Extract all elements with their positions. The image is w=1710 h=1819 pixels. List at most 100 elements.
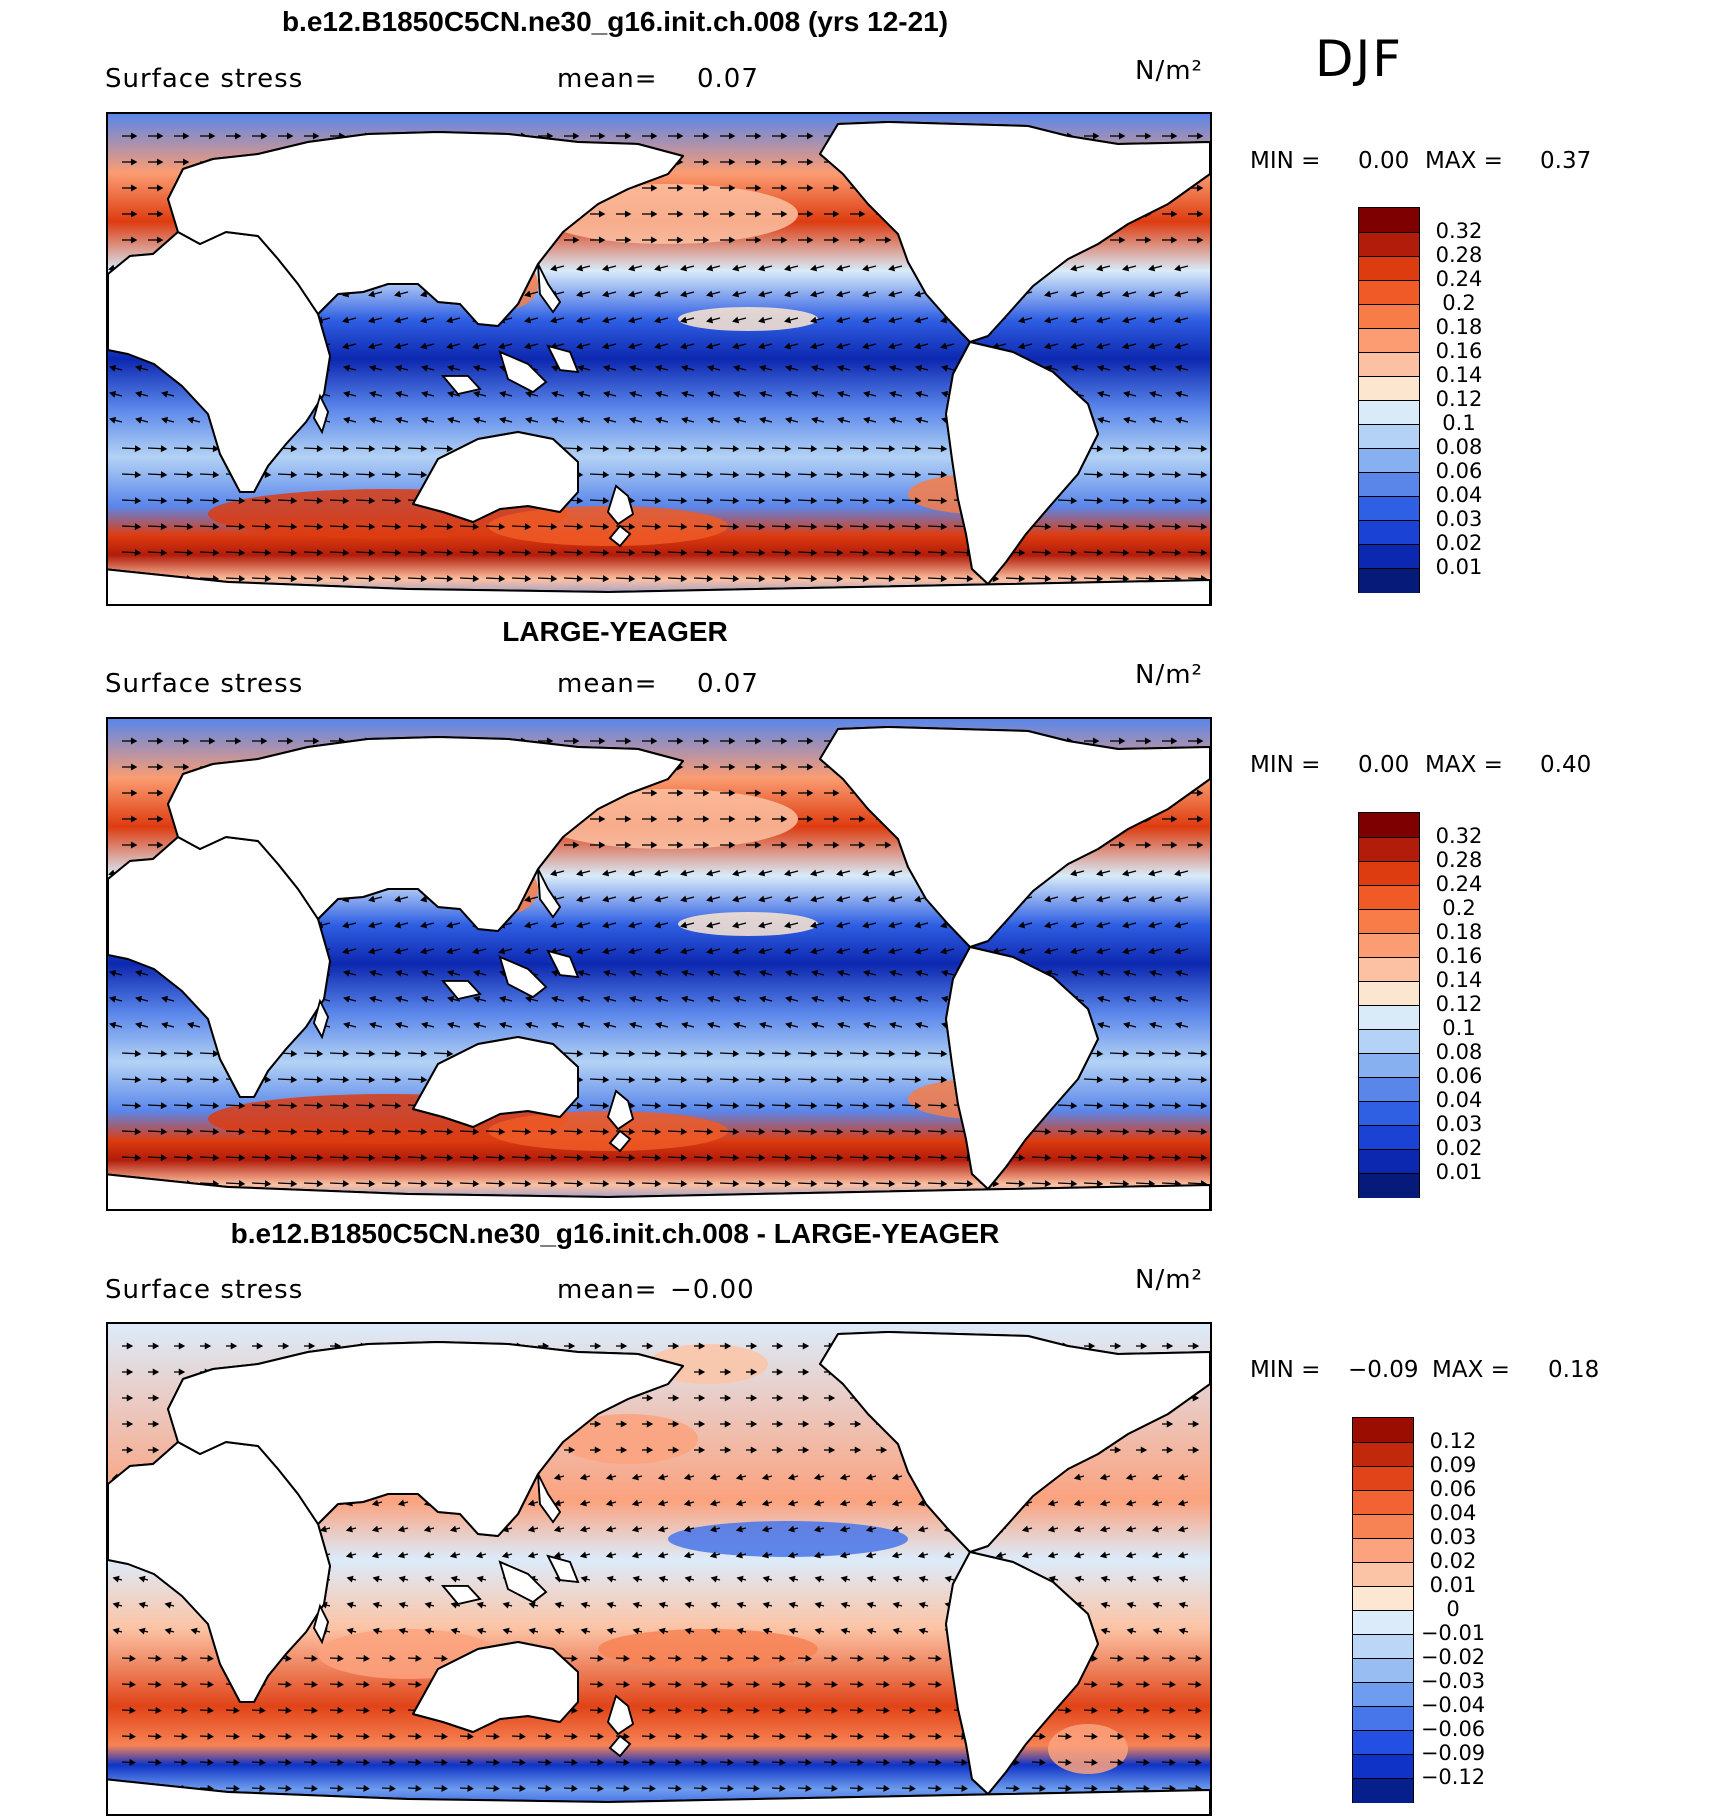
wind-vector-head <box>550 1180 558 1188</box>
wind-vector-head <box>1170 737 1178 745</box>
panel-2-mean-label: mean= <box>557 669 658 699</box>
wind-vector-head <box>941 364 949 372</box>
wind-vector-head <box>290 1128 298 1136</box>
wind-vector-head <box>594 1446 602 1454</box>
colorbar-swatch <box>1359 933 1419 958</box>
wind-vector-head <box>649 1732 656 1740</box>
island-outline <box>498 955 548 999</box>
wind-vector-head <box>598 815 606 823</box>
wind-vector-head <box>632 1627 640 1635</box>
wind-vector-head <box>836 1154 844 1162</box>
wind-vector-head <box>785 1021 793 1029</box>
wind-vector-head <box>152 1342 160 1350</box>
wind-vector-head <box>1097 364 1105 372</box>
wind-vector-head <box>836 342 844 350</box>
wind-vector-head <box>758 1050 766 1058</box>
wind-vector-head <box>551 969 559 977</box>
wind-vector-head <box>576 523 584 531</box>
wind-vector-head <box>681 1021 689 1029</box>
wind-vector-head <box>371 1551 379 1559</box>
wind-vector-head <box>732 316 740 324</box>
wind-vector-head <box>606 1627 614 1635</box>
wind-vector-head <box>519 1784 526 1792</box>
wind-vector-head <box>735 1473 743 1481</box>
wind-vector-head <box>1117 1680 1124 1688</box>
wind-vector-head <box>629 1021 637 1029</box>
wind-vector-head <box>657 1473 665 1481</box>
wind-vector-head <box>1192 1420 1200 1428</box>
wind-vector-head <box>836 471 844 479</box>
wind-vector-head <box>732 471 740 479</box>
wind-vector-head <box>701 1784 708 1792</box>
island-outline <box>608 1734 632 1758</box>
wind-vector-head <box>650 789 658 797</box>
wind-vector-head <box>836 1180 844 1188</box>
wind-vector-head <box>476 1627 484 1635</box>
colorbar-tick-label: 0.12 <box>1435 387 1483 411</box>
stress-anomaly-patch <box>1048 1724 1128 1774</box>
wind-vector-head <box>1151 1525 1159 1533</box>
wind-vector-head <box>654 575 662 583</box>
wind-vector-head <box>602 471 610 479</box>
wind-vector-head <box>888 575 896 583</box>
wind-vector-head <box>684 1575 692 1583</box>
wind-vector-head <box>343 1021 351 1029</box>
wind-vector-head <box>1174 445 1182 453</box>
wind-vector-head <box>602 921 610 929</box>
wind-vector-head <box>423 1551 431 1559</box>
colorbar-tick-label: −0.01 <box>1420 1621 1486 1645</box>
wind-vector-head <box>892 1601 900 1609</box>
wind-vector-head <box>935 1654 942 1662</box>
wind-vector-head <box>576 1128 584 1136</box>
wind-vector-head <box>594 1420 602 1428</box>
colorbar-swatch <box>1359 496 1419 521</box>
wind-vector-head <box>212 445 220 453</box>
wind-vector-head <box>554 1601 562 1609</box>
wind-vector-head <box>160 445 168 453</box>
wind-vector-head <box>130 210 138 218</box>
wind-vector-head <box>602 947 610 955</box>
wind-vector-head <box>1125 1473 1133 1481</box>
wind-vector-head <box>840 1601 848 1609</box>
wind-vector-head <box>160 1102 168 1110</box>
wind-vector-head <box>1018 575 1026 583</box>
colorbar-tick-label: 0.2 <box>1442 896 1476 920</box>
wind-vector-head <box>728 789 736 797</box>
wind-vector-head <box>1118 236 1126 244</box>
wind-vector-head <box>420 549 428 557</box>
wind-vector-head <box>421 1021 429 1029</box>
wind-vector-head <box>888 895 896 903</box>
wind-vector-head <box>810 1076 818 1084</box>
wind-vector-head <box>1148 1154 1156 1162</box>
wind-vector-head <box>888 497 896 505</box>
wind-vector-head <box>551 364 559 372</box>
wind-vector-head <box>888 1128 896 1136</box>
wind-vector-head <box>290 549 298 557</box>
wind-vector-head <box>785 969 793 977</box>
wind-vector-head <box>1039 1732 1046 1740</box>
wind-vector-head <box>909 1758 916 1766</box>
panel-2-units: N/m² <box>1135 660 1203 690</box>
wind-vector-head <box>134 1154 142 1162</box>
wind-vector-head <box>909 1784 916 1792</box>
colorbar-tick-label: 0.01 <box>1435 1160 1483 1184</box>
island-outline <box>313 1603 329 1645</box>
wind-vector-head <box>1039 1784 1046 1792</box>
wind-vector-head <box>944 1575 952 1583</box>
wind-vector-head <box>1196 236 1204 244</box>
wind-vector-head <box>732 497 740 505</box>
wind-vector-head <box>553 1499 561 1507</box>
colorbar-swatch <box>1353 1418 1413 1442</box>
colorbar-tick-label: −0.02 <box>1420 1645 1486 1669</box>
wind-vector-head <box>863 969 871 977</box>
wind-vector-head <box>837 995 845 1003</box>
wind-vector-head <box>394 445 402 453</box>
wind-vector-head <box>368 290 376 298</box>
wind-vector-head <box>683 1525 691 1533</box>
wind-vector-head <box>446 1180 454 1188</box>
wind-vector-head <box>602 264 610 272</box>
wind-vector-head <box>754 789 762 797</box>
wind-vector-head <box>935 1758 942 1766</box>
wind-vector-head <box>602 549 610 557</box>
wind-vector-head <box>260 737 268 745</box>
